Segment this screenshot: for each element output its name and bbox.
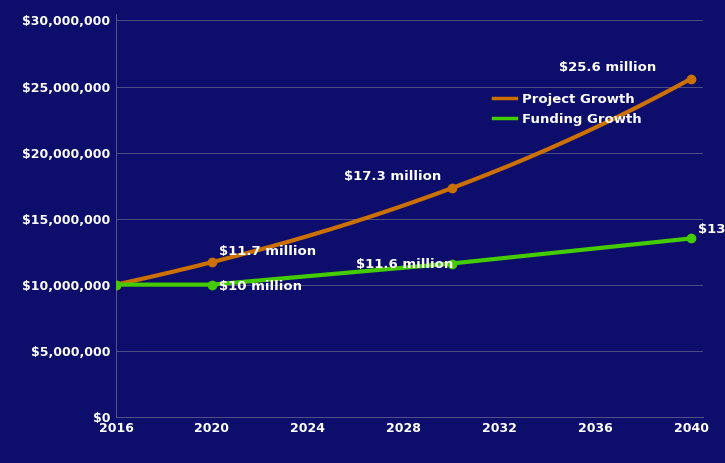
Text: $17.3 million: $17.3 million <box>344 170 441 183</box>
Text: $11.7 million: $11.7 million <box>219 244 316 257</box>
Funding Growth <box>687 236 695 241</box>
Project Growth <box>527 154 536 159</box>
Funding Growth <box>207 282 216 288</box>
Line: Project Growth: Project Growth <box>116 79 691 285</box>
Project Growth <box>181 266 189 271</box>
Text: $13.5 million: $13.5 million <box>698 223 725 236</box>
Project Growth <box>339 222 348 228</box>
Funding Growth <box>112 282 120 288</box>
Legend: Project Growth, Funding Growth: Project Growth, Funding Growth <box>492 93 641 125</box>
Text: $25.6 million: $25.6 million <box>560 61 657 74</box>
Project Growth <box>687 76 695 81</box>
Project Growth <box>299 235 308 240</box>
Text: $10 million: $10 million <box>219 280 302 293</box>
Line: Funding Growth: Funding Growth <box>116 238 691 285</box>
Text: $11.6 million: $11.6 million <box>356 258 453 271</box>
Funding Growth <box>447 261 456 266</box>
Project Growth <box>112 282 120 288</box>
Project Growth <box>530 152 539 158</box>
Project Growth <box>473 175 482 181</box>
